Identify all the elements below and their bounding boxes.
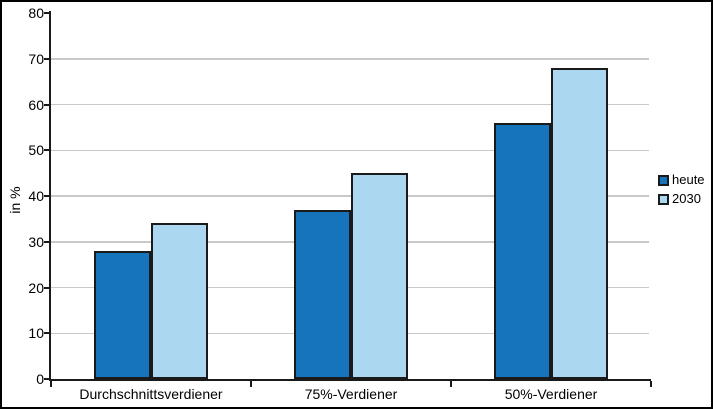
y-tick-70 — [44, 57, 49, 60]
x-axis-line — [49, 379, 651, 381]
x-tick-1 — [250, 381, 252, 387]
y-tick-10 — [44, 332, 49, 335]
x-tick-0 — [50, 381, 52, 387]
bar-2030-3 — [551, 68, 608, 379]
y-tick-label-80: 80 — [28, 5, 44, 21]
y-axis-title: in % — [7, 186, 23, 214]
legend-label-2030: 2030 — [672, 191, 701, 206]
y-tick-label-0: 0 — [36, 371, 44, 387]
category-label-2: 75%-Verdiener — [304, 386, 398, 402]
legend-swatch-2030 — [658, 193, 669, 205]
y-tick-20 — [44, 286, 49, 289]
y-tick-0 — [44, 378, 49, 380]
x-axis-category-labels: Durchschnittsverdiener 75%-Verdiener 50%-V… — [51, 385, 651, 405]
legend-swatch-heute — [658, 174, 669, 186]
y-tick-40 — [44, 195, 49, 197]
y-tick-label-50: 50 — [28, 142, 44, 159]
bar-heute-2 — [294, 210, 351, 379]
gridline-70 — [51, 58, 649, 60]
y-tick-80 — [44, 12, 49, 14]
legend-item-heute: heute — [658, 173, 705, 187]
y-tick-label-10: 10 — [28, 325, 44, 342]
bar-2030-1 — [151, 223, 208, 379]
plot-area — [44, 11, 652, 387]
gridline-60 — [51, 103, 649, 106]
category-label-1: Durchschnittsverdiener — [79, 386, 223, 402]
legend-item-2030: 2030 — [658, 192, 705, 206]
legend-label-heute: heute — [672, 172, 705, 187]
gridline-40 — [51, 195, 649, 197]
x-tick-3 — [650, 381, 652, 387]
y-tick-label-40: 40 — [28, 188, 44, 204]
y-tick-label-30: 30 — [28, 233, 44, 250]
y-tick-30 — [44, 240, 49, 243]
y-tick-label-70: 70 — [28, 50, 44, 67]
y-tick-50 — [44, 149, 49, 152]
legend: heute 2030 — [658, 173, 705, 211]
bar-heute-3 — [494, 123, 551, 379]
y-axis-tick-labels: 0 10 20 30 40 50 60 70 80 — [2, 2, 44, 407]
y-tick-60 — [44, 103, 49, 106]
y-tick-label-60: 60 — [28, 96, 44, 113]
y-axis-line — [49, 11, 51, 381]
bar-heute-1 — [94, 251, 151, 379]
gridline-50 — [51, 149, 649, 151]
x-tick-2 — [450, 381, 452, 387]
category-label-3: 50%-Verdiener — [504, 386, 598, 402]
y-tick-label-20: 20 — [28, 279, 44, 296]
bar-2030-2 — [351, 173, 408, 379]
